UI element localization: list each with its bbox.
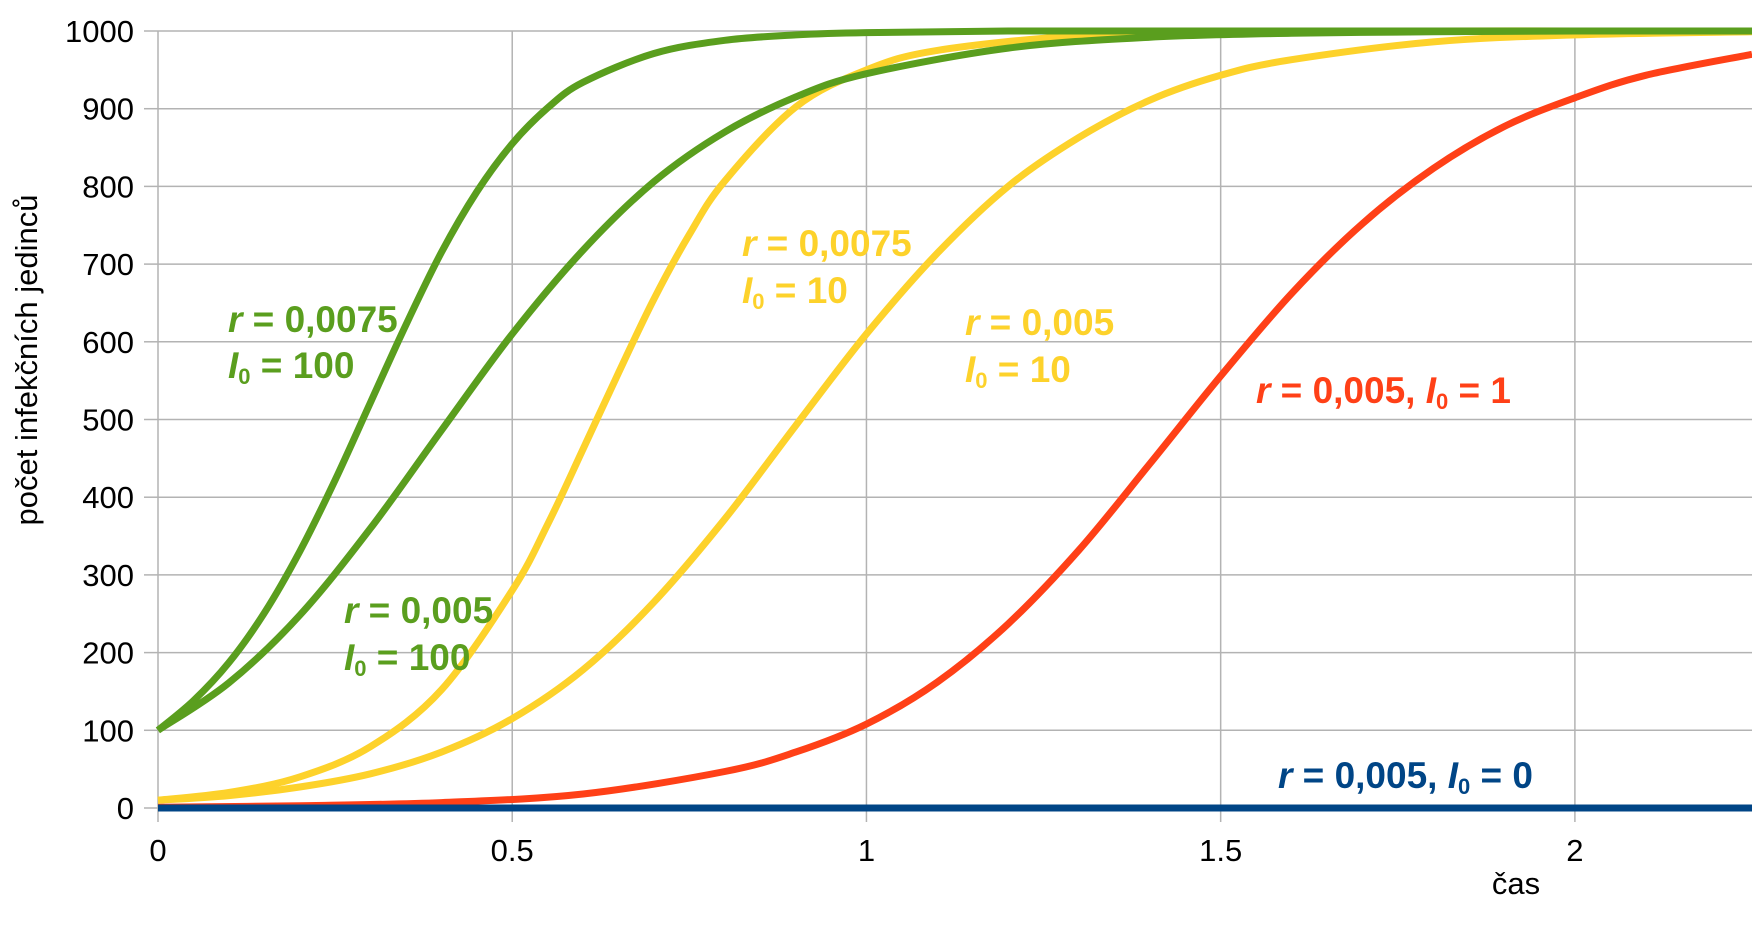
series-line: [155, 27, 1752, 734]
annotation-blue: r = 0,005, I0 = 0: [1278, 755, 1533, 799]
y-tick-label: 600: [82, 325, 134, 360]
x-tick-label: 0.5: [491, 833, 534, 868]
annotation-green-1b: I0 = 100: [228, 345, 354, 389]
annotation-green-2b: I0 = 100: [344, 637, 470, 681]
x-axis-title: čas: [1492, 866, 1540, 901]
y-tick-label: 300: [82, 558, 134, 593]
gridlines: [144, 30, 1752, 822]
x-tick-label: 2: [1566, 833, 1583, 868]
series-line: [157, 27, 1752, 804]
y-tick-labels: 0 100 200 300 400 500 600 700 800 900 1000: [65, 14, 134, 826]
x-tick-label: 0: [149, 833, 166, 868]
annotation-green-2: r = 0,005: [344, 590, 493, 631]
series-lines: [155, 27, 1752, 812]
annotation-green-1: r = 0,0075: [228, 299, 398, 340]
annotation-yellow-2b: I0 = 10: [965, 349, 1071, 393]
y-tick-label: 900: [82, 92, 134, 127]
y-tick-label: 800: [82, 169, 134, 204]
annotation-yellow-2: r = 0,005: [965, 302, 1114, 343]
y-axis-title: počet infekčních jedinců: [9, 195, 44, 526]
y-tick-label: 1000: [65, 14, 134, 49]
y-tick-label: 100: [82, 713, 134, 748]
annotation-yellow-1b: I0 = 10: [742, 270, 848, 314]
y-tick-label: 0: [117, 791, 134, 826]
series-line: [157, 28, 1752, 804]
x-tick-label: 1.5: [1199, 833, 1242, 868]
y-tick-label: 700: [82, 247, 134, 282]
y-tick-label: 400: [82, 480, 134, 515]
x-tick-label: 1: [858, 833, 875, 868]
annotation-yellow-1: r = 0,0075: [742, 223, 912, 264]
series-line: [157, 50, 1752, 811]
annotation-red: r = 0,005, I0 = 1: [1256, 370, 1511, 414]
y-tick-label: 200: [82, 636, 134, 671]
x-tick-labels: 0 0.5 1 1.5 2: [149, 833, 1583, 868]
y-tick-label: 500: [82, 403, 134, 438]
